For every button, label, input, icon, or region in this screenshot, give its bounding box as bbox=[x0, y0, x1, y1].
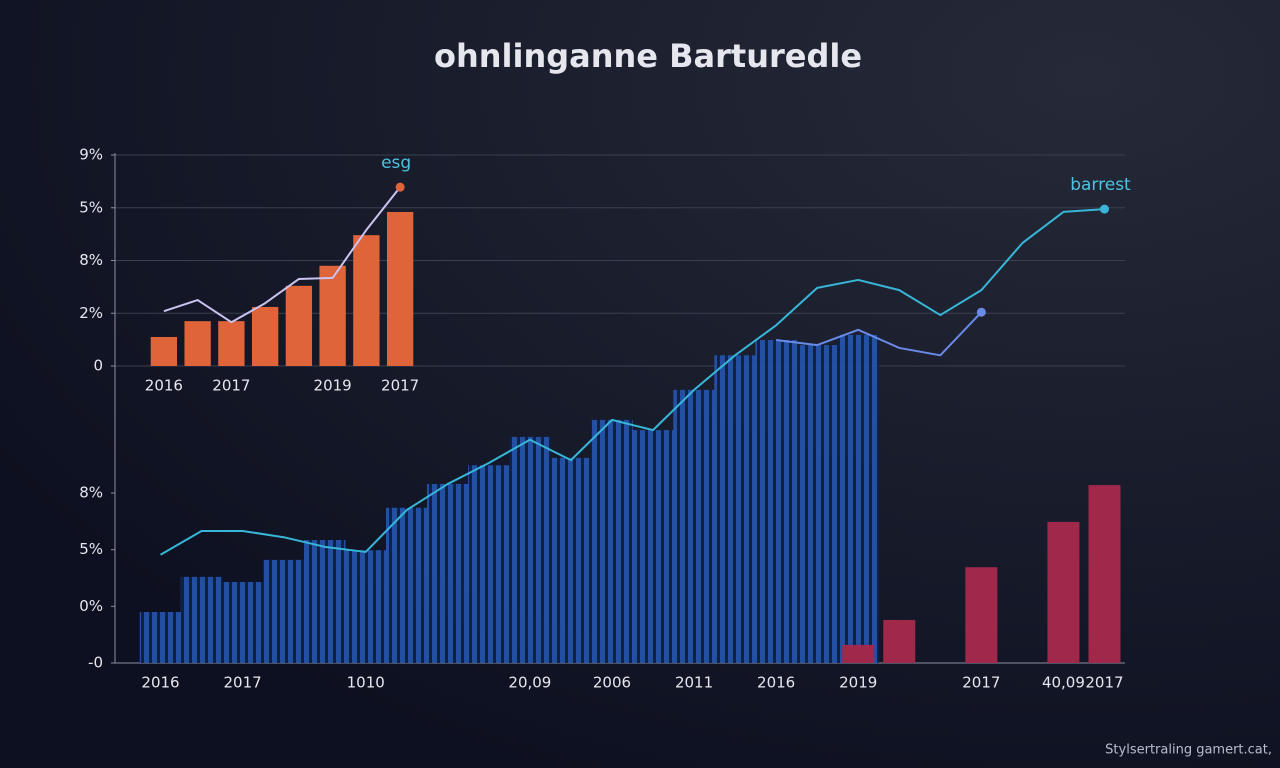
x-tick-label: 40,09 bbox=[1042, 674, 1085, 692]
bar bbox=[218, 321, 245, 366]
annotation: esg bbox=[381, 153, 411, 173]
area-stripe bbox=[796, 345, 838, 663]
area-stripe bbox=[755, 340, 797, 663]
bar bbox=[184, 321, 211, 366]
y-tick-label: 8% bbox=[79, 251, 103, 269]
area-stripe bbox=[509, 436, 551, 663]
line-end-marker bbox=[1099, 204, 1109, 214]
x-tick-label: 2016 bbox=[757, 674, 795, 692]
footer: Stylsertraling gamert.cat, bbox=[1105, 743, 1272, 758]
area-stripe bbox=[427, 483, 469, 663]
area-stripe bbox=[632, 430, 674, 663]
area-stripe bbox=[837, 334, 879, 663]
line-end-marker bbox=[395, 182, 405, 192]
area-stripe bbox=[468, 465, 510, 663]
x-tick-label: 2019 bbox=[314, 377, 352, 395]
x-tick-label: 2017 bbox=[381, 377, 419, 395]
y-tick-label: 5% bbox=[79, 540, 103, 558]
area-stripe bbox=[714, 355, 756, 663]
x-tick-label: 20,09 bbox=[508, 674, 551, 692]
y-tick-label: 0% bbox=[79, 597, 103, 615]
area-stripe bbox=[344, 550, 387, 663]
bar bbox=[965, 567, 998, 663]
area-stripe bbox=[221, 581, 264, 663]
x-tick-label: 2017 bbox=[212, 377, 250, 395]
y-tick-label: 8% bbox=[79, 484, 103, 502]
x-tick-label: 1010 bbox=[347, 674, 385, 692]
x-tick-label: 2006 bbox=[593, 674, 631, 692]
x-tick-label: 2017 bbox=[224, 674, 262, 692]
y-tick-label: 2% bbox=[79, 304, 103, 322]
line-end-marker bbox=[976, 307, 986, 317]
y-tick-label: 9% bbox=[79, 146, 103, 164]
page-title: ohnlinganne Barturedle bbox=[434, 37, 862, 75]
bar bbox=[386, 211, 414, 366]
line bbox=[776, 311, 983, 357]
area-stripe bbox=[303, 540, 346, 663]
bar bbox=[842, 644, 875, 663]
area-stripe bbox=[591, 419, 633, 663]
x-tick-label: 2011 bbox=[675, 674, 713, 692]
x-tick-label: 2016 bbox=[141, 674, 179, 692]
y-tick-label: 5% bbox=[79, 198, 103, 216]
line bbox=[160, 208, 1105, 556]
area-stripe bbox=[386, 507, 428, 663]
bar bbox=[150, 336, 178, 366]
bar bbox=[353, 235, 380, 366]
area-stripe bbox=[180, 576, 223, 663]
bar bbox=[883, 619, 916, 663]
bar bbox=[251, 306, 279, 366]
x-tick-label: 2016 bbox=[145, 377, 183, 395]
y-tick-label: 0 bbox=[93, 357, 103, 375]
x-tick-label: 2019 bbox=[839, 674, 877, 692]
area-stripe bbox=[550, 457, 592, 663]
x-tick-label: 2017 bbox=[962, 674, 1000, 692]
area-stripe bbox=[262, 559, 305, 663]
x-tick-label: 2017 bbox=[1085, 674, 1123, 692]
bar bbox=[1047, 521, 1080, 663]
area-stripe bbox=[673, 389, 715, 663]
bar bbox=[319, 265, 346, 366]
line bbox=[163, 186, 401, 324]
bar bbox=[1088, 485, 1121, 663]
y-tick-label: -0 bbox=[88, 654, 103, 672]
annotation: barrest bbox=[1070, 175, 1131, 195]
area-stripe bbox=[139, 612, 182, 663]
bar bbox=[285, 285, 313, 366]
